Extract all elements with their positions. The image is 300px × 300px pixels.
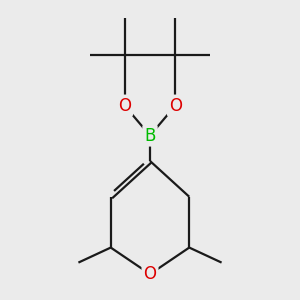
- Text: O: O: [143, 265, 157, 283]
- Text: O: O: [169, 97, 182, 115]
- Text: B: B: [144, 127, 156, 145]
- Text: O: O: [118, 97, 131, 115]
